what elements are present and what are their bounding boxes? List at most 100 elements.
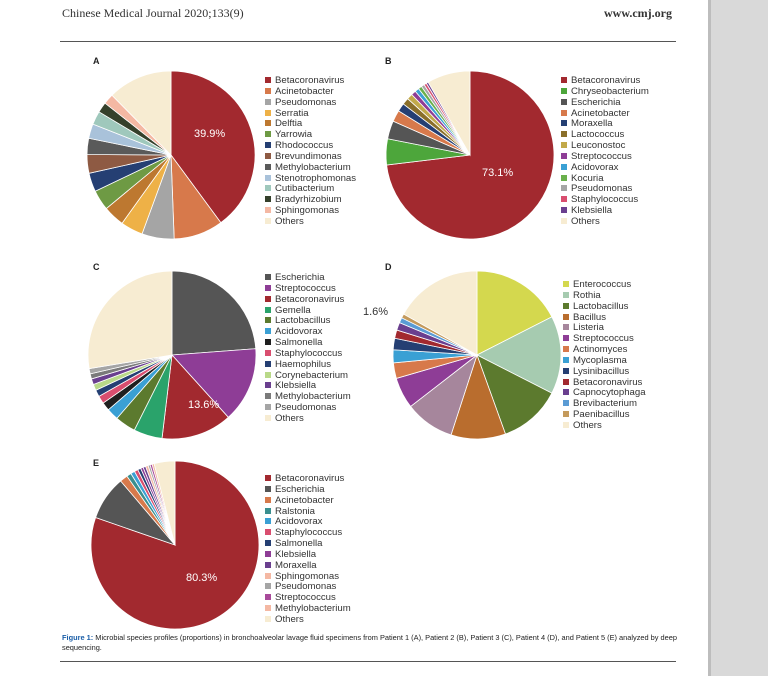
header-rule	[60, 41, 676, 42]
legend-item: Others	[561, 216, 649, 228]
legend-item: Leuconostoc	[561, 140, 649, 152]
legend-label: Klebsiella	[275, 548, 317, 560]
legend-label: Pseudomonas	[275, 96, 337, 108]
legend-item: Enterococcus	[563, 279, 646, 291]
pie-slice-others	[111, 70, 172, 156]
legend-label: Methylobacterium	[275, 603, 351, 615]
legend-label: Rothia	[573, 289, 601, 301]
pct-label-a: 39.9%	[194, 128, 226, 140]
legend-label: Ralstonia	[275, 505, 315, 517]
legend-label: Streptococcus	[573, 333, 634, 345]
legend-swatch	[561, 142, 567, 149]
legend-label: Stenotrophomonas	[275, 172, 357, 184]
legend-swatch	[265, 393, 271, 400]
legend-swatch	[561, 109, 567, 116]
legend-label: Rhodococcus	[275, 140, 334, 152]
legend-item: Sphingomonas	[265, 205, 356, 217]
legend-swatch	[265, 196, 271, 203]
legend-swatch	[561, 163, 567, 170]
panel-label-a: A	[93, 56, 100, 66]
legend-item: Listeria	[563, 322, 646, 334]
legend-label: Klebsiella	[275, 380, 317, 392]
legend-label: Escherichia	[275, 483, 325, 495]
legend-swatch	[563, 335, 569, 342]
legend-item: Actinomyces	[563, 344, 646, 356]
legend-label: Methylobacterium	[275, 391, 351, 403]
legend-swatch	[563, 367, 569, 374]
legend-swatch	[265, 120, 271, 127]
legend-item: Rothia	[563, 289, 646, 302]
legend-swatch	[561, 174, 567, 181]
legend-item: Moraxella	[561, 118, 649, 130]
pie-slice-streptococcus	[171, 348, 257, 418]
legend-swatch	[265, 360, 271, 367]
legend-item: Streptococcus	[265, 283, 351, 295]
legend-label: Enterococcus	[573, 279, 632, 290]
figure-caption: Figure 1: Microbial species profiles (pr…	[62, 633, 682, 653]
legend-label: Staphylococcus	[571, 194, 639, 206]
legend-swatch	[561, 217, 567, 224]
legend-swatch	[561, 77, 567, 83]
legend-label: Pseudomonas	[275, 402, 337, 414]
legend-item: Others	[265, 216, 356, 228]
legend-item: Acidovorax	[265, 326, 351, 338]
legend-item: Moraxella	[265, 559, 351, 572]
legend-swatch	[265, 152, 271, 159]
legend-swatch	[265, 529, 271, 536]
legend-label: Capnocytophaga	[573, 387, 646, 399]
viewer-background-strip	[708, 0, 768, 676]
legend-item: Corynebacterium	[265, 370, 351, 382]
legend-item: Staphylococcus	[265, 348, 351, 360]
legend-item: Pseudomonas	[265, 402, 351, 414]
footer-rule	[60, 661, 676, 662]
pie-slice-others	[403, 270, 478, 356]
legend-item: Ralstonia	[265, 505, 351, 518]
pie-slice-rothia	[476, 316, 562, 394]
legend-item: Staphylococcus	[561, 194, 649, 206]
legend-item: Bacillus	[563, 312, 646, 324]
legend-label: Delftia	[275, 118, 303, 130]
legend-item: Chryseobacterium	[561, 86, 649, 98]
legend-label: Klebsiella	[571, 205, 613, 217]
legend-item: Klebsiella	[265, 548, 351, 561]
legend-item: Acidovorax	[561, 162, 649, 174]
legend-swatch	[561, 120, 567, 127]
caption-figure-label: Figure 1:	[62, 633, 94, 642]
pct-label-d: 1.6%	[363, 306, 389, 318]
legend-item: Cutibacterium	[265, 184, 356, 195]
legend-label: Actinomyces	[573, 344, 628, 356]
pie-slice-betacoronavirus	[170, 70, 256, 224]
legend-item: Klebsiella	[265, 381, 351, 392]
legend-item: Escherichia	[265, 272, 351, 284]
pie-chart-c	[87, 270, 257, 440]
legend-swatch	[563, 400, 569, 407]
legend-swatch	[265, 475, 271, 481]
legend-label: Salmonella	[275, 337, 323, 349]
legend-label: Acinetobacter	[275, 494, 334, 506]
pct-label-e: 80.3%	[186, 572, 218, 584]
legend-label: Escherichia	[275, 272, 325, 283]
legend-label: Cutibacterium	[275, 183, 335, 195]
legend-swatch	[265, 77, 271, 83]
legend-swatch	[265, 594, 271, 601]
legend-swatch	[563, 356, 569, 363]
legend-label: Bradyrhizobium	[275, 194, 342, 206]
pie-slice-others	[153, 460, 176, 546]
legend-label: Moraxella	[275, 559, 317, 571]
legend-swatch	[265, 87, 271, 94]
legend-label: Staphylococcus	[275, 527, 343, 539]
page-shadow-edge	[708, 0, 711, 676]
legend-label: Haemophilus	[275, 358, 331, 370]
pie-slice-others	[427, 70, 471, 157]
legend-swatch	[265, 142, 271, 149]
legend-swatch	[561, 87, 567, 94]
legend-item: Others	[265, 614, 351, 626]
legend-swatch	[561, 131, 567, 138]
legend-swatch	[265, 540, 271, 547]
legend-label: Betacoronavirus	[275, 473, 345, 484]
legend-swatch	[265, 217, 271, 224]
legend-item: Paenibacillus	[563, 409, 646, 421]
legend-item: Klebsiella	[561, 205, 649, 217]
legend-item: Acinetobacter	[265, 86, 356, 98]
